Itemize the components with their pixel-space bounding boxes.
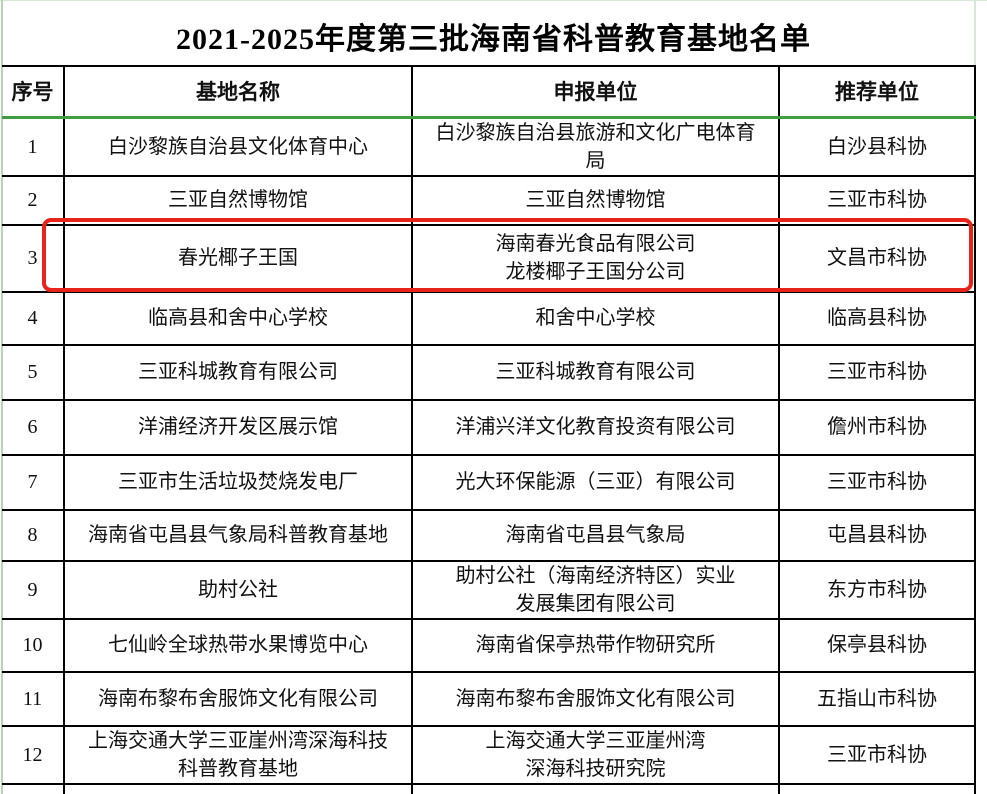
table-row: 3 春光椰子王国 海南春光食品有限公司 龙楼椰子王国分公司 文昌市科协 [2, 223, 976, 293]
table-partial-row [2, 782, 976, 794]
row-number-cell: 10 [2, 617, 65, 673]
table-row-empty [2, 782, 976, 794]
header-cell-base-name: 基地名称 [63, 65, 413, 119]
table-row: 8 海南省屯昌县气象局科普教育基地 海南省屯昌县气象局 屯昌县科协 [2, 508, 976, 562]
recommender-cell [778, 782, 976, 794]
table-row: 9 助村公社 助村公社（海南经济特区）实业 发展集团有限公司 东方市科协 [2, 559, 976, 620]
base-name-cell: 三亚自然博物馆 [63, 174, 413, 226]
applicant-cell: 三亚自然博物馆 [411, 174, 780, 226]
table-body: 1 白沙黎族自治县文化体育中心 白沙黎族自治县旅游和文化广电体育 局 白沙县科协… [2, 116, 976, 785]
applicant-cell: 光大环保能源（三亚）有限公司 [411, 453, 780, 511]
table-row: 7 三亚市生活垃圾焚烧发电厂 光大环保能源（三亚）有限公司 三亚市科协 [2, 453, 976, 511]
row-number-cell [2, 782, 65, 794]
base-name-cell: 海南省屯昌县气象局科普教育基地 [63, 508, 413, 562]
row-number-cell: 5 [2, 343, 65, 401]
applicant-cell: 三亚科城教育有限公司 [411, 343, 780, 401]
base-name-cell: 七仙岭全球热带水果博览中心 [63, 617, 413, 673]
table-row: 11 海南布黎布舍服饰文化有限公司 海南布黎布舍服饰文化有限公司 五指山市科协 [2, 670, 976, 727]
header-cell-recommender: 推荐单位 [778, 65, 976, 119]
recommender-cell: 三亚市科协 [778, 174, 976, 226]
applicant-cell: 海南春光食品有限公司 龙楼椰子王国分公司 [411, 223, 780, 293]
applicant-cell: 助村公社（海南经济特区）实业 发展集团有限公司 [411, 559, 780, 620]
base-name-cell: 三亚科城教育有限公司 [63, 343, 413, 401]
recommender-cell: 保亭县科协 [778, 617, 976, 673]
base-name-cell: 白沙黎族自治县文化体育中心 [63, 116, 413, 177]
recommender-cell: 白沙县科协 [778, 116, 976, 177]
base-name-cell: 三亚市生活垃圾焚烧发电厂 [63, 453, 413, 511]
applicant-cell: 和舍中心学校 [411, 290, 780, 346]
base-name-cell: 春光椰子王国 [63, 223, 413, 293]
row-number-cell: 12 [2, 724, 65, 785]
table-row: 4 临高县和舍中心学校 和舍中心学校 临高县科协 [2, 290, 976, 346]
row-number-cell: 9 [2, 559, 65, 620]
recommender-cell: 屯昌县科协 [778, 508, 976, 562]
row-number-cell: 6 [2, 398, 65, 456]
base-name-cell: 临高县和舍中心学校 [63, 290, 413, 346]
recommender-cell: 东方市科协 [778, 559, 976, 620]
table-row: 2 三亚自然博物馆 三亚自然博物馆 三亚市科协 [2, 174, 976, 226]
page-edge-line-right [974, 0, 976, 66]
row-number-cell: 3 [2, 223, 65, 293]
applicant-cell: 上海交通大学三亚崖州湾 深海科技研究院 [411, 724, 780, 785]
page-title: 2021-2025年度第三批海南省科普教育基地名单 [176, 23, 811, 56]
recommender-cell: 三亚市科协 [778, 724, 976, 785]
applicant-cell: 洋浦兴洋文化教育投资有限公司 [411, 398, 780, 456]
table-header: 序号 基地名称 申报单位 推荐单位 [2, 65, 976, 119]
header-cell-index: 序号 [2, 65, 65, 119]
row-number-cell: 1 [2, 116, 65, 177]
page-edge-line-top [0, 0, 987, 1]
row-number-cell: 7 [2, 453, 65, 511]
row-number-cell: 11 [2, 670, 65, 727]
recommender-cell: 三亚市科协 [778, 343, 976, 401]
recommender-cell: 文昌市科协 [778, 223, 976, 293]
recommender-cell: 临高县科协 [778, 290, 976, 346]
table-row: 6 洋浦经济开发区展示馆 洋浦兴洋文化教育投资有限公司 儋州市科协 [2, 398, 976, 456]
table-row: 12 上海交通大学三亚崖州湾深海科技 科普教育基地 上海交通大学三亚崖州湾 深海… [2, 724, 976, 785]
recommender-cell: 三亚市科协 [778, 453, 976, 511]
table-row: 10 七仙岭全球热带水果博览中心 海南省保亭热带作物研究所 保亭县科协 [2, 617, 976, 673]
recommender-cell: 五指山市科协 [778, 670, 976, 727]
applicant-cell: 海南布黎布舍服饰文化有限公司 [411, 670, 780, 727]
base-name-cell: 海南布黎布舍服饰文化有限公司 [63, 670, 413, 727]
roster-table: 序号 基地名称 申报单位 推荐单位 1 白沙黎族自治县文化体育中心 白沙黎族自治… [2, 65, 976, 794]
row-number-cell: 4 [2, 290, 65, 346]
applicant-cell [411, 782, 780, 794]
recommender-cell: 儋州市科协 [778, 398, 976, 456]
applicant-cell: 白沙黎族自治县旅游和文化广电体育 局 [411, 116, 780, 177]
header-cell-applicant: 申报单位 [411, 65, 780, 119]
row-number-cell: 2 [2, 174, 65, 226]
row-number-cell: 8 [2, 508, 65, 562]
base-name-cell [63, 782, 413, 794]
table-row: 1 白沙黎族自治县文化体育中心 白沙黎族自治县旅游和文化广电体育 局 白沙县科协 [2, 116, 976, 177]
base-name-cell: 助村公社 [63, 559, 413, 620]
base-name-cell: 洋浦经济开发区展示馆 [63, 398, 413, 456]
table-row: 5 三亚科城教育有限公司 三亚科城教育有限公司 三亚市科协 [2, 343, 976, 401]
applicant-cell: 海南省屯昌县气象局 [411, 508, 780, 562]
base-name-cell: 上海交通大学三亚崖州湾深海科技 科普教育基地 [63, 724, 413, 785]
header-row: 序号 基地名称 申报单位 推荐单位 [2, 65, 976, 119]
applicant-cell: 海南省保亭热带作物研究所 [411, 617, 780, 673]
